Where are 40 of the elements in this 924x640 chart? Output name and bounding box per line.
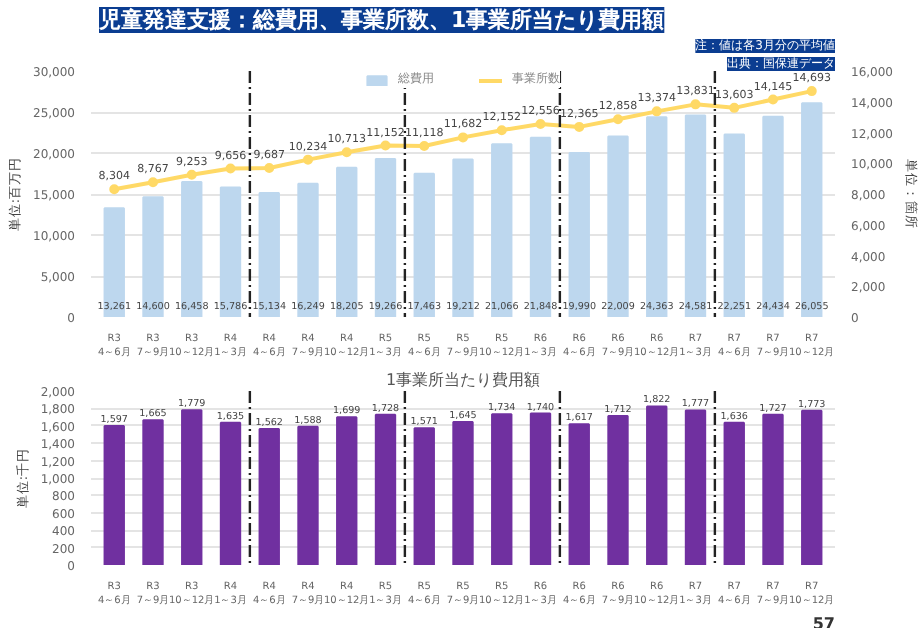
bar bbox=[762, 413, 784, 565]
bar bbox=[219, 421, 242, 565]
bar bbox=[607, 415, 629, 565]
point bbox=[574, 121, 585, 132]
bar bbox=[103, 425, 125, 565]
point bbox=[341, 147, 352, 158]
bar bbox=[142, 419, 164, 565]
chart-title: 1事業所当たり費用額 bbox=[385, 371, 541, 389]
bar bbox=[336, 416, 358, 565]
point bbox=[690, 99, 701, 110]
point bbox=[109, 184, 120, 195]
point bbox=[186, 169, 197, 180]
point bbox=[148, 177, 158, 188]
point bbox=[806, 86, 817, 97]
bar bbox=[413, 427, 435, 565]
point bbox=[419, 141, 430, 152]
bar bbox=[374, 413, 397, 565]
point bbox=[303, 154, 313, 165]
point bbox=[651, 106, 662, 117]
bar bbox=[568, 423, 590, 565]
point bbox=[729, 102, 740, 113]
chart-title: 児童発達支援：総費用、事業所数、1事業所当たり費用額 bbox=[97, 7, 665, 33]
bar bbox=[452, 420, 474, 565]
bar bbox=[646, 405, 668, 565]
point bbox=[264, 163, 275, 174]
bar bbox=[258, 428, 280, 565]
bar bbox=[529, 412, 552, 565]
point bbox=[613, 114, 623, 125]
bar bbox=[723, 421, 745, 565]
bar bbox=[684, 409, 707, 565]
point bbox=[458, 132, 468, 143]
point bbox=[380, 140, 391, 151]
bar bbox=[297, 425, 319, 565]
bar bbox=[801, 409, 823, 565]
point bbox=[768, 94, 778, 105]
bar bbox=[181, 409, 203, 565]
point bbox=[535, 118, 546, 129]
point bbox=[496, 125, 507, 136]
bar bbox=[491, 413, 513, 565]
point bbox=[225, 163, 236, 174]
